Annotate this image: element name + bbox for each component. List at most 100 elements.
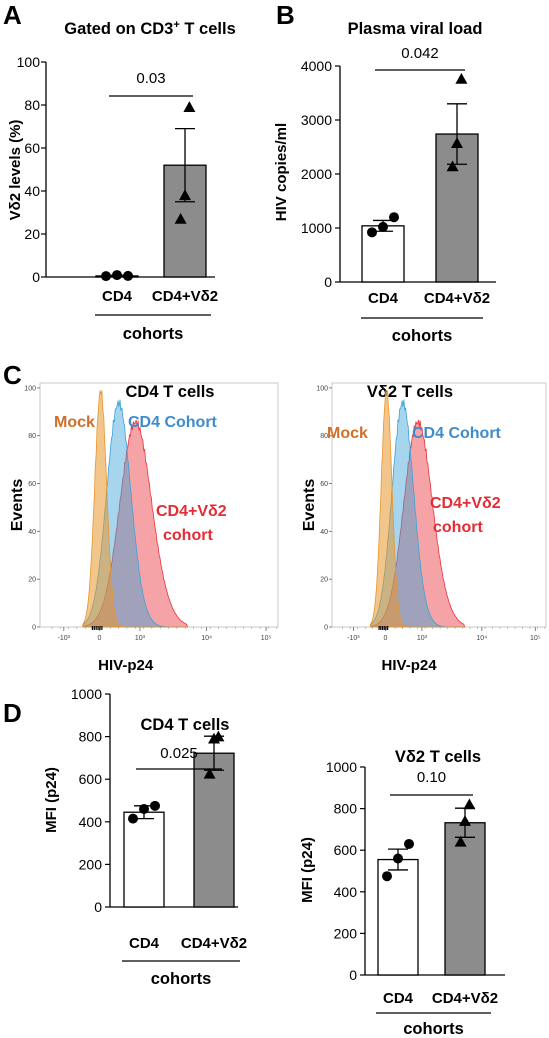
chart-title-main: Gated on CD3 xyxy=(64,20,173,38)
legend-cd4-vd2-line1: CD4+Vδ2 xyxy=(430,495,501,512)
data-point-triangle xyxy=(446,160,459,172)
bar-cd4 xyxy=(123,811,165,908)
y-tick-label: 400 xyxy=(334,884,358,900)
y-tick-label: 3000 xyxy=(301,112,332,128)
chart-title-sup: + xyxy=(173,19,179,31)
y-axis-label: HIV copies/ml xyxy=(273,123,290,221)
y-axis-label: MFI (p24) xyxy=(43,767,60,833)
y-tick-label: 100 xyxy=(24,385,36,392)
data-point-circle xyxy=(101,271,111,282)
data-point-triangle xyxy=(451,137,463,149)
data-point-circle xyxy=(112,270,122,281)
x-category-label: CD4 xyxy=(383,990,414,1007)
chart-title-tail: T cells xyxy=(180,20,236,38)
x-category-label: CD4 xyxy=(129,935,160,952)
x-group-label: cohorts xyxy=(392,327,453,345)
data-point-circle xyxy=(367,227,377,238)
x-tick-label: -10³ xyxy=(347,635,360,642)
y-tick-label: 200 xyxy=(79,856,103,872)
y-tick-label: 0 xyxy=(349,967,357,983)
data-point-circle xyxy=(404,838,414,849)
chart-title: Vδ2 T cells xyxy=(367,383,453,401)
y-tick-label: 100 xyxy=(316,385,328,392)
data-point-triangle xyxy=(454,835,467,847)
chart-title: Gated on CD3+ T cells xyxy=(64,19,236,38)
chart-panel-d-right: Vδ2 T cells MFI (p24) 0 200 400 600 800 1000 CD4… xyxy=(299,748,505,1038)
data-point-circle xyxy=(393,853,403,864)
y-tick-label: 1000 xyxy=(326,759,357,775)
x-tick-label: 10⁵ xyxy=(530,635,541,642)
y-tick-label: 0 xyxy=(324,625,328,632)
y-axis-label: Events xyxy=(301,479,318,532)
y-tick-label: 4000 xyxy=(301,58,332,74)
y-tick-label: 40 xyxy=(24,183,40,199)
panel-letter-c: C xyxy=(3,360,22,390)
x-axis-label: HIV-p24 xyxy=(98,657,154,674)
mock-histogram xyxy=(370,390,465,628)
data-point-triangle xyxy=(203,767,216,779)
data-point-circle xyxy=(123,270,133,281)
chart-panel-c-right: Vδ2 T cells Events HIV-p24 0 20 40 60 80 100 -10³… xyxy=(301,382,547,674)
data-point-circle xyxy=(139,804,149,815)
legend-mock: Mock xyxy=(327,425,368,442)
p-value-label: 0.10 xyxy=(417,769,446,786)
x-category-label: CD4 xyxy=(368,290,399,307)
legend-cd4-cohort: CD4 Cohort xyxy=(128,414,218,431)
y-tick-label: 0 xyxy=(32,625,36,632)
x-tick-label: 10⁴ xyxy=(476,635,487,642)
x-tick-label: 10³ xyxy=(135,635,146,642)
x-tick-label: 0 xyxy=(98,635,102,642)
data-point-triangle xyxy=(459,815,471,826)
x-tick-label: 10⁵ xyxy=(261,635,272,642)
y-tick-label: 0 xyxy=(94,899,102,915)
legend-mock: Mock xyxy=(54,414,95,431)
y-tick-label: 20 xyxy=(24,226,40,242)
x-group-label: cohorts xyxy=(151,970,212,988)
y-tick-label: 40 xyxy=(320,529,328,536)
chart-panel-a: Gated on CD3+ T cells Vδ2 levels (%) 0 20 40… xyxy=(7,19,236,343)
mock-histogram xyxy=(82,390,188,628)
y-tick-label: 40 xyxy=(28,529,36,536)
y-tick-label: 80 xyxy=(28,433,36,440)
y-tick-label: 60 xyxy=(320,481,328,488)
chart-title: CD4 T cells xyxy=(141,716,230,734)
x-category-label: CD4 xyxy=(102,288,133,305)
bar-cd4-vd2 xyxy=(444,822,486,976)
x-group-label: cohorts xyxy=(123,325,184,343)
y-tick-label: 0 xyxy=(324,274,332,290)
data-point-triangle xyxy=(455,72,468,84)
y-tick-label: 800 xyxy=(334,801,358,817)
x-group-label: cohorts xyxy=(403,1020,464,1038)
y-tick-label: 80 xyxy=(24,97,40,113)
legend-cd4-vd2-line2: cohort xyxy=(433,519,483,536)
y-tick-label: 2000 xyxy=(301,166,332,182)
y-tick-label: 400 xyxy=(79,814,103,830)
y-tick-label: 60 xyxy=(28,481,36,488)
x-tick-label: 10⁴ xyxy=(201,635,212,642)
charts: Gated on CD3+ T cells Vδ2 levels (%) 0 20 40… xyxy=(7,19,547,1038)
chart-title: Plasma viral load xyxy=(348,20,483,38)
data-point-circle xyxy=(150,800,160,811)
panel-letter-d: D xyxy=(3,698,22,728)
y-tick-label: 100 xyxy=(17,54,41,70)
panel-letter-a: A xyxy=(3,0,22,30)
y-tick-label: 600 xyxy=(334,842,358,858)
y-axis-label: Vδ2 levels (%) xyxy=(7,120,24,221)
data-point-circle xyxy=(382,871,392,882)
data-point-circle xyxy=(378,221,388,232)
data-point-triangle xyxy=(179,189,191,201)
y-tick-label: 600 xyxy=(79,771,103,787)
p-value-label: 0.03 xyxy=(136,70,165,87)
y-tick-label: 1000 xyxy=(301,220,332,236)
x-tick-label: 0 xyxy=(384,635,388,642)
y-tick-label: 0 xyxy=(32,269,40,285)
data-point-circle xyxy=(128,813,138,824)
y-tick-label: 80 xyxy=(320,433,328,440)
x-category-label: CD4+Vδ2 xyxy=(152,288,218,305)
legend-cd4-vd2-line2: cohort xyxy=(163,527,213,544)
y-tick-label: 200 xyxy=(334,925,358,941)
x-tick-label: -10³ xyxy=(58,635,71,642)
x-tick-label: 10³ xyxy=(417,635,428,642)
chart-title: Vδ2 T cells xyxy=(395,748,481,766)
